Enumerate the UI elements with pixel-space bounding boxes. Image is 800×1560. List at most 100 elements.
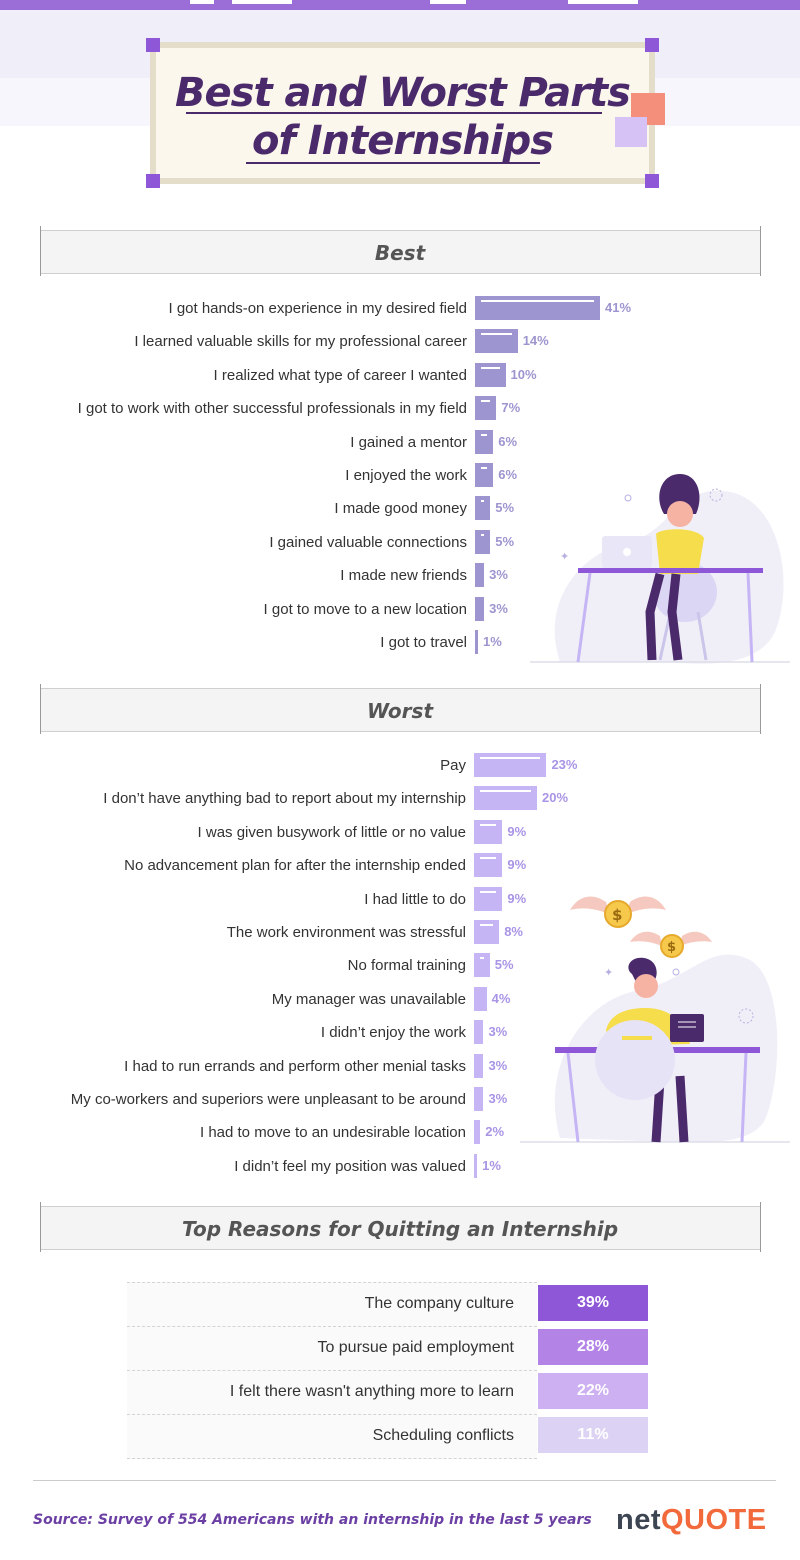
divider-tick [760, 226, 761, 276]
best-value-label: 5% [495, 500, 515, 516]
svg-text:$: $ [667, 940, 676, 955]
best-row-label: I gained a mentor [350, 433, 467, 451]
divider-tick [40, 226, 41, 276]
bar-highlight [481, 467, 488, 469]
worst-bar [474, 886, 503, 911]
title-underline [186, 112, 602, 114]
best-value-label: 7% [501, 400, 521, 416]
worst-bar [474, 1087, 484, 1111]
quitting-row-label: Scheduling conflicts [372, 1427, 514, 1444]
best-section-title: Best [374, 241, 426, 265]
worst-bar [474, 1153, 478, 1178]
best-value-label: 41% [605, 300, 632, 315]
divider-tick [760, 684, 761, 734]
best-value-label: 6% [498, 433, 518, 449]
bar-highlight [480, 957, 484, 960]
best-bar [475, 529, 491, 554]
worst-value-label: 20% [542, 790, 569, 806]
best-row-label: I realized what type of career I wanted [213, 366, 467, 384]
worst-value-label: 5% [494, 957, 514, 973]
best-value-label: 1% [483, 634, 502, 649]
best-row-label: I made new friends [340, 567, 467, 585]
bar-highlight [481, 333, 512, 336]
worst-bar [474, 986, 487, 1011]
bar-highlight [481, 433, 488, 436]
bar-highlight [480, 823, 497, 826]
worst-bar [474, 1120, 481, 1145]
worst-row-label: My manager was unavailable [271, 990, 466, 1008]
worst-row-label: No advancement plan for after the intern… [124, 857, 466, 875]
quitting-row [127, 1370, 537, 1414]
best-bar [475, 463, 494, 487]
best-value-label: 5% [495, 533, 515, 549]
top-bar-gap [190, 0, 214, 4]
best-row-label: I made good money [334, 500, 467, 518]
worst-value-label: 4% [491, 990, 511, 1006]
worst-bar [474, 953, 490, 978]
quitting-row [127, 1282, 537, 1326]
logo-net-text: net [616, 1504, 661, 1536]
title-card-corner [645, 174, 659, 188]
quitting-value-box: 22% [538, 1373, 648, 1409]
quitting-value-box: 11% [538, 1417, 648, 1453]
worst-row-label: I don’t have anything bad to report abou… [103, 790, 466, 808]
best-row-label: I got hands-on experience in my desired … [168, 300, 467, 317]
worst-value-label: 3% [488, 1057, 508, 1073]
top-bar [0, 0, 800, 10]
worst-row-label: The work environment was stressful [226, 924, 466, 941]
quitting-section-title: Top Reasons for Quitting an Internship [181, 1217, 619, 1241]
bar-highlight [480, 757, 541, 759]
worst-value-label: 9% [507, 890, 527, 906]
best-bar [475, 563, 485, 588]
title-card-corner [146, 38, 160, 52]
worst-row-label: No formal training [347, 957, 466, 975]
best-row-label: I enjoyed the work [345, 467, 467, 484]
worst-row-label: I had little to do [364, 890, 466, 908]
best-bar [475, 296, 601, 320]
divider-tick [40, 1202, 41, 1252]
divider-tick [40, 684, 41, 734]
worst-value-label: 8% [504, 924, 523, 939]
quitting-value-box: 39% [538, 1285, 648, 1321]
best-bar [475, 362, 506, 387]
worst-bar [474, 786, 537, 811]
source-note: Source: Survey of 554 Americans with an … [33, 1512, 592, 1528]
worst-row-label: I was given busywork of little or no val… [197, 823, 466, 841]
worst-value-label: 9% [507, 823, 527, 839]
logo-quote-text: QUOTE [661, 1504, 767, 1536]
bar-highlight [480, 890, 497, 893]
bar-highlight [480, 857, 497, 860]
woman-laptop-illustration: ✦ [530, 474, 790, 664]
worst-row-label: Pay [440, 757, 466, 774]
page-title-line2: of Internships [251, 118, 554, 164]
quitting-row [127, 1326, 537, 1370]
best-value-label: 10% [510, 366, 537, 382]
best-bar [475, 596, 485, 621]
best-row-label: I got to work with other successful prof… [77, 400, 467, 418]
title-underline [246, 162, 540, 164]
best-value-label: 3% [489, 567, 508, 583]
quitting-value-box: 28% [538, 1329, 648, 1365]
worst-row-label: I had to move to an undesirable location [199, 1124, 466, 1142]
worst-bar [474, 1053, 484, 1078]
worst-bar [474, 819, 503, 844]
best-value-label: 14% [522, 333, 549, 349]
man-desk-illustration: ✦ $ $ [520, 896, 790, 1143]
worst-value-label: 9% [507, 857, 527, 873]
page-title-line1: Best and Worst Parts [175, 70, 631, 116]
worst-row-label: My co-workers and superiors were unpleas… [70, 1091, 466, 1108]
worst-row-label: I didn’t feel my position was valued [234, 1157, 466, 1175]
best-row-label: I got to travel [380, 634, 467, 651]
best-bar [475, 329, 518, 354]
worst-value-label: 23% [551, 757, 578, 772]
footer-divider [33, 1480, 776, 1481]
worst-bar [474, 853, 503, 878]
bar-highlight [480, 924, 494, 926]
svg-text:$: $ [612, 906, 622, 924]
worst-value-label: 3% [488, 1024, 508, 1040]
best-value-label: 3% [489, 600, 508, 616]
worst-bar [474, 1020, 484, 1045]
bar-highlight [481, 500, 485, 503]
svg-text:✦: ✦ [560, 550, 569, 563]
worst-value-label: 2% [485, 1124, 505, 1140]
